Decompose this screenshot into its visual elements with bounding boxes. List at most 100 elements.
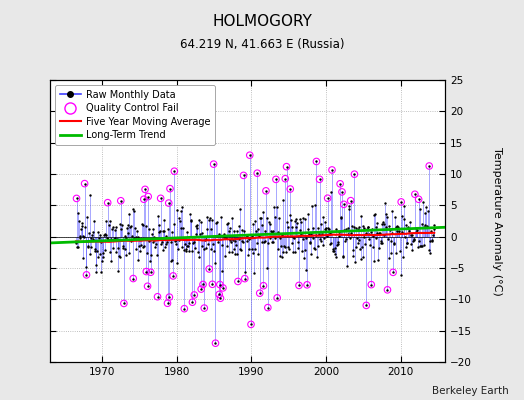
- Point: [128, 206, 137, 212]
- Text: 64.219 N, 41.663 E (Russia): 64.219 N, 41.663 E (Russia): [180, 38, 344, 51]
- Point: [163, 300, 172, 306]
- Point: [227, 238, 235, 245]
- Point: [106, 257, 115, 264]
- Point: [217, 214, 225, 221]
- Point: [213, 219, 221, 225]
- Point: [340, 201, 348, 208]
- Point: [216, 281, 224, 288]
- Point: [260, 238, 268, 245]
- Point: [345, 203, 354, 210]
- Point: [280, 243, 289, 250]
- Point: [209, 240, 217, 247]
- Point: [105, 222, 113, 228]
- Point: [157, 241, 166, 248]
- Point: [381, 200, 389, 206]
- Point: [129, 275, 137, 282]
- Point: [248, 246, 256, 252]
- Point: [208, 281, 216, 288]
- Point: [155, 222, 163, 228]
- Point: [350, 171, 358, 177]
- Point: [151, 244, 159, 250]
- Point: [417, 243, 425, 250]
- Point: [301, 216, 309, 222]
- Point: [111, 227, 119, 233]
- Point: [173, 260, 181, 267]
- Point: [187, 218, 195, 224]
- Text: Berkeley Earth: Berkeley Earth: [432, 386, 508, 396]
- Point: [135, 243, 143, 250]
- Point: [397, 199, 406, 205]
- Point: [348, 223, 356, 230]
- Point: [81, 224, 90, 231]
- Point: [332, 226, 340, 232]
- Point: [346, 198, 355, 204]
- Point: [416, 243, 424, 249]
- Point: [281, 176, 289, 182]
- Legend: Raw Monthly Data, Quality Control Fail, Five Year Moving Average, Long-Term Tren: Raw Monthly Data, Quality Control Fail, …: [54, 85, 215, 145]
- Point: [340, 201, 348, 208]
- Point: [141, 186, 149, 192]
- Point: [328, 167, 336, 173]
- Point: [292, 224, 300, 230]
- Point: [328, 167, 336, 173]
- Point: [404, 224, 412, 230]
- Point: [353, 226, 362, 232]
- Point: [155, 229, 163, 235]
- Point: [246, 152, 254, 158]
- Point: [156, 228, 164, 234]
- Point: [369, 232, 377, 239]
- Point: [236, 206, 244, 212]
- Point: [418, 221, 426, 227]
- Point: [182, 246, 190, 253]
- Point: [115, 254, 124, 261]
- Point: [121, 246, 129, 252]
- Point: [238, 227, 246, 234]
- Point: [374, 257, 383, 264]
- Point: [216, 295, 225, 302]
- Point: [198, 242, 206, 249]
- Point: [180, 306, 189, 312]
- Point: [429, 232, 437, 238]
- Point: [108, 245, 117, 252]
- Point: [405, 228, 413, 234]
- Point: [230, 246, 238, 252]
- Point: [233, 251, 241, 258]
- Point: [106, 249, 114, 255]
- Point: [299, 236, 307, 243]
- Point: [390, 241, 399, 248]
- Point: [137, 242, 145, 248]
- Point: [79, 254, 87, 261]
- Point: [283, 219, 291, 225]
- Point: [266, 220, 274, 227]
- Point: [362, 302, 370, 308]
- Point: [147, 269, 155, 276]
- Point: [344, 225, 353, 232]
- Point: [296, 216, 304, 222]
- Point: [211, 340, 220, 346]
- Point: [408, 232, 416, 238]
- Point: [166, 186, 174, 192]
- Point: [363, 224, 372, 230]
- Point: [83, 242, 92, 249]
- Point: [351, 258, 359, 265]
- Point: [224, 249, 233, 255]
- Point: [147, 251, 156, 258]
- Point: [400, 202, 409, 209]
- Point: [96, 232, 104, 238]
- Point: [254, 250, 262, 257]
- Point: [94, 254, 103, 260]
- Point: [343, 262, 351, 269]
- Point: [385, 222, 394, 229]
- Point: [223, 243, 232, 249]
- Point: [213, 233, 222, 239]
- Point: [358, 222, 367, 229]
- Point: [214, 239, 222, 245]
- Point: [129, 275, 137, 282]
- Point: [118, 222, 126, 228]
- Point: [179, 225, 187, 231]
- Point: [144, 193, 152, 200]
- Point: [379, 218, 387, 225]
- Point: [430, 222, 439, 228]
- Point: [254, 226, 263, 232]
- Point: [299, 215, 308, 221]
